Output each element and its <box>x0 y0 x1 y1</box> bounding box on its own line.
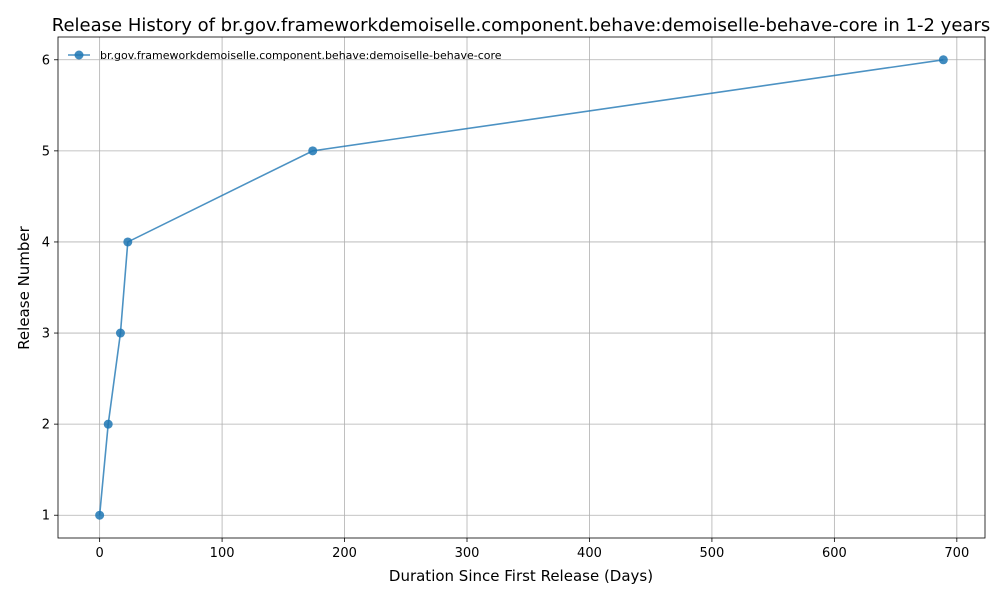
y-axis-label: Release Number <box>15 225 33 349</box>
x-tick-label: 300 <box>455 546 480 561</box>
x-tick-label: 200 <box>332 546 357 561</box>
series-layer <box>95 55 948 520</box>
legend: br.gov.frameworkdemoiselle.component.beh… <box>68 49 502 62</box>
y-tick-label: 3 <box>42 327 50 342</box>
legend-entry: br.gov.frameworkdemoiselle.component.beh… <box>100 49 502 62</box>
x-tick-label: 0 <box>95 546 103 561</box>
chart-title: Release History of br.gov.frameworkdemoi… <box>52 15 990 36</box>
series-line <box>98 58 944 516</box>
y-tick-label: 1 <box>42 509 50 524</box>
data-point <box>95 510 105 520</box>
legend-point-marker <box>74 50 84 60</box>
data-point <box>308 146 318 156</box>
x-tick-label: 400 <box>577 546 602 561</box>
y-tick-label: 2 <box>42 418 50 433</box>
plot-frame <box>57 36 986 539</box>
data-point <box>103 419 113 429</box>
data-point <box>123 237 133 247</box>
x-tick-label: 500 <box>700 546 725 561</box>
x-axis: 0 100 200 300 400 500 600 700 <box>95 538 969 561</box>
grid <box>58 37 985 538</box>
x-axis-label: Duration Since First Release (Days) <box>389 567 653 585</box>
data-point <box>115 328 125 338</box>
y-tick-label: 4 <box>42 235 50 250</box>
y-axis: 1 2 3 4 5 6 <box>42 53 58 524</box>
x-tick-label: 700 <box>944 546 969 561</box>
y-tick-label: 5 <box>42 144 50 159</box>
y-tick-label: 6 <box>42 53 50 68</box>
x-tick-label: 600 <box>822 546 847 561</box>
data-point <box>938 55 948 65</box>
x-tick-label: 100 <box>210 546 235 561</box>
